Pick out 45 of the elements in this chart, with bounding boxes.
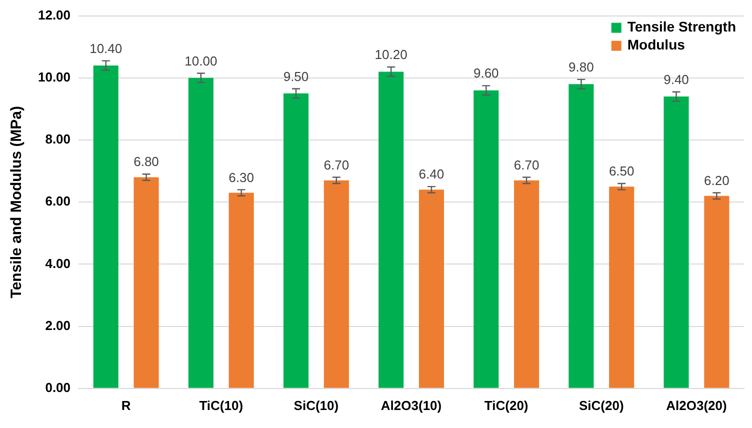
bar	[378, 72, 404, 388]
bar	[134, 177, 159, 388]
y-tick-label: 0.00	[45, 380, 71, 395]
bar	[418, 190, 444, 388]
data-label: 6.70	[514, 157, 540, 172]
y-tick-label: 8.00	[45, 132, 71, 147]
data-label: 10.20	[374, 47, 408, 62]
bar	[324, 180, 349, 388]
data-label: 9.60	[473, 66, 499, 81]
bar	[664, 96, 689, 388]
x-tick-label: Al2O3(10)	[380, 398, 442, 413]
legend-label: Modulus	[627, 36, 686, 53]
data-label: 6.70	[324, 157, 350, 172]
x-tick-label: TiC(10)	[199, 398, 244, 413]
bar	[568, 84, 594, 388]
y-axis-title: Tensile and Modulus (MPa)	[8, 106, 26, 298]
data-label: 10.00	[184, 53, 218, 68]
data-label: 6.20	[704, 172, 730, 188]
data-label: 9.80	[568, 60, 594, 75]
y-tick-label: 10.00	[38, 69, 71, 84]
bar	[514, 180, 540, 388]
bar	[609, 186, 634, 388]
bar	[474, 90, 499, 388]
legend-label: Tensile Strength	[627, 18, 736, 35]
x-tick-label: SiC(10)	[294, 398, 339, 413]
data-label: 9.40	[664, 72, 689, 87]
bar	[93, 65, 118, 388]
x-tick-label: R	[121, 398, 132, 413]
bar	[228, 192, 254, 388]
y-tick-label: 4.00	[45, 256, 71, 271]
x-tick-label: SiC(20)	[579, 398, 624, 413]
data-label: 6.50	[608, 164, 634, 179]
x-tick-label: TiC(20)	[484, 398, 528, 413]
data-label: 6.80	[134, 154, 159, 170]
data-label: 6.40	[418, 166, 444, 182]
y-tick-label: 2.00	[45, 318, 71, 333]
data-label: 6.30	[228, 170, 254, 185]
x-tick-label: Al2O3(20)	[666, 398, 727, 413]
bar	[283, 93, 309, 388]
y-tick-label: 6.00	[45, 194, 71, 209]
data-label: 9.50	[283, 68, 309, 84]
y-tick-label: 12.00	[38, 7, 71, 22]
bar	[188, 78, 214, 388]
data-label: 10.40	[90, 40, 122, 56]
bar	[704, 196, 730, 388]
